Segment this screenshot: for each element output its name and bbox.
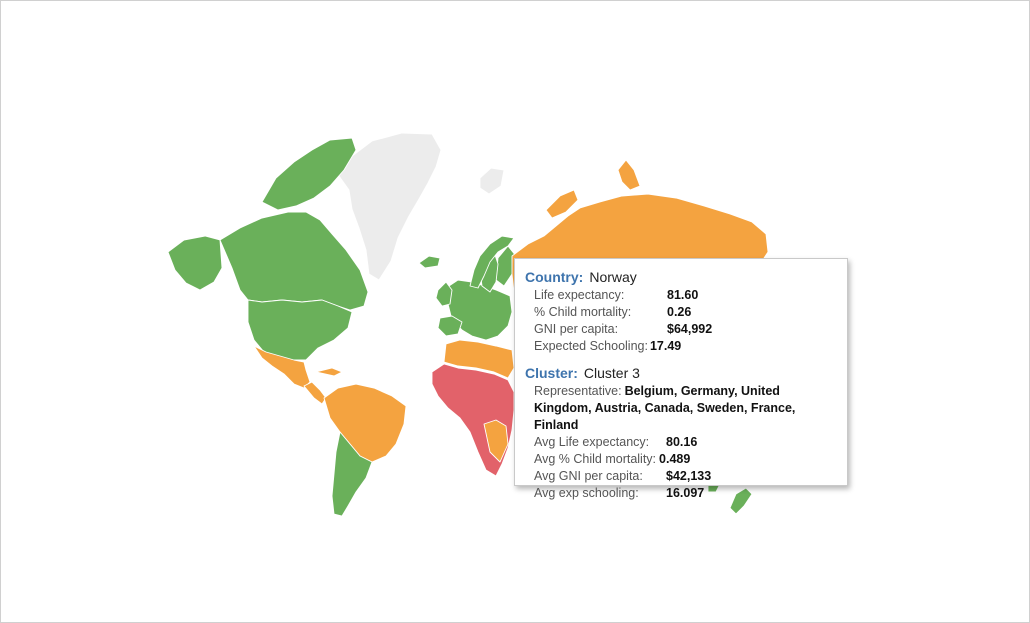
country-tooltip: Country: Norway Life expectancy: 81.60 % C… xyxy=(514,258,848,500)
cluster-heading: Cluster: Cluster 3 xyxy=(525,364,837,382)
cluster-value: Cluster 3 xyxy=(583,365,640,381)
mexico[interactable] xyxy=(253,345,311,389)
north-africa[interactable] xyxy=(443,339,515,379)
cluster-stat-value: 80.16 xyxy=(666,435,698,449)
cluster-stat-label: Avg exp schooling: xyxy=(534,486,639,500)
stat-row: % Child mortality: 0.26 xyxy=(534,304,837,321)
south-america-south[interactable] xyxy=(331,431,373,517)
canada[interactable] xyxy=(219,211,369,311)
svalbard[interactable] xyxy=(479,167,505,195)
cluster-stat-row: Avg GNI per capita: $42,133 xyxy=(534,468,837,485)
country-heading: Country: Norway xyxy=(525,268,837,286)
cluster-key: Cluster: xyxy=(525,365,578,381)
severnaya-zemlya[interactable] xyxy=(617,159,641,191)
greenland[interactable] xyxy=(338,132,442,281)
stat-value: 17.49 xyxy=(649,339,682,353)
stat-value: $64,992 xyxy=(667,322,713,336)
new-zealand[interactable] xyxy=(729,487,753,515)
cluster-stat-label: Avg GNI per capita: xyxy=(534,469,643,483)
cluster-stat-value: 16.097 xyxy=(666,486,705,500)
representative-value: Belgium, Germany, United Kingdom, Austri… xyxy=(534,384,796,432)
uk-ireland[interactable] xyxy=(435,281,453,307)
cuba[interactable] xyxy=(315,367,343,377)
cluster-stat-value: $42,133 xyxy=(666,469,712,483)
cluster-stat-value: 0.489 xyxy=(659,452,691,466)
stat-label: % Child mortality: xyxy=(534,305,632,319)
central-america[interactable] xyxy=(303,381,327,405)
cluster-stat-label: Avg % Child mortality: xyxy=(534,452,657,466)
novaya-zemlya[interactable] xyxy=(545,189,579,219)
cluster-stat-row: Avg Life expectancy: 80.16 xyxy=(534,434,837,451)
alaska[interactable] xyxy=(167,235,223,291)
cluster-stat-row: Avg % Child mortality: 0.489 xyxy=(534,451,837,468)
representative-row: Representative: Belgium, Germany, United … xyxy=(525,383,837,434)
cluster-stat-row: Avg exp schooling: 16.097 xyxy=(534,485,837,502)
stat-value: 81.60 xyxy=(667,288,699,302)
stat-value: 0.26 xyxy=(667,305,692,319)
representative-label: Representative: xyxy=(534,384,622,398)
usa[interactable] xyxy=(247,299,353,361)
southern-africa[interactable] xyxy=(483,419,509,463)
stat-row: Expected Schooling: 17.49 xyxy=(534,338,837,355)
country-value: Norway xyxy=(589,269,637,285)
norway[interactable] xyxy=(469,235,515,289)
country-key: Country: xyxy=(525,269,584,285)
canada-arctic-islands[interactable] xyxy=(261,137,357,211)
iberia[interactable] xyxy=(437,315,463,337)
stat-label: GNI per capita: xyxy=(534,322,619,336)
iceland[interactable] xyxy=(418,255,441,269)
cluster-stat-label: Avg Life expectancy: xyxy=(534,435,650,449)
stat-row: GNI per capita: $64,992 xyxy=(534,321,837,338)
stat-label: Life expectancy: xyxy=(534,288,625,302)
stat-label: Expected Schooling: xyxy=(534,339,648,353)
stat-row: Life expectancy: 81.60 xyxy=(534,287,837,304)
